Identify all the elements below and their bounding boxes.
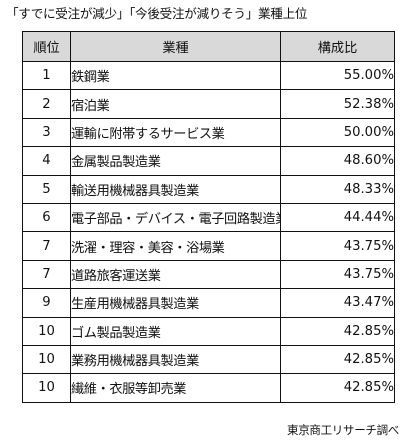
header-rank: 順位 <box>22 31 71 62</box>
table-row: 10 繊維・衣服等卸売業 42.85% <box>22 373 395 403</box>
industry-cell: 宿泊業 <box>70 89 281 119</box>
table-row: 7 洗濯・理容・美容・浴場業 43.75% <box>22 231 395 261</box>
table-row: 4 金属製品製造業 48.60% <box>22 146 395 176</box>
table-row: 10 ゴム製品製造業 42.85% <box>22 316 395 346</box>
ratio-cell: 44.44% <box>280 202 395 233</box>
industry-cell: 輸送用機械器具製造業 <box>70 174 281 204</box>
ratio-cell: 52.38% <box>280 89 395 119</box>
industry-cell: 生産用機械器具製造業 <box>70 288 281 318</box>
ratio-cell: 43.47% <box>280 288 395 318</box>
industry-cell: 金属製品製造業 <box>70 146 281 176</box>
ratio-cell: 48.60% <box>280 146 395 176</box>
header-ratio: 構成比 <box>280 31 395 62</box>
industry-cell: 洗濯・理容・美容・浴場業 <box>70 231 281 261</box>
ranking-table: 順位 業種 構成比 1 鉄鋼業 55.00% 2 宿泊業 52.38% 3 運輸に附帯するサー… <box>22 31 395 403</box>
industry-cell: 運輸に附帯するサービス業 <box>70 117 281 148</box>
source-note: 東京商工リサーチ調べ <box>287 423 399 437</box>
table-row: 10 業務用機械器具製造業 42.85% <box>22 344 395 375</box>
ratio-cell: 48.33% <box>280 174 395 204</box>
table-row: 7 道路旅客運送業 43.75% <box>22 259 395 290</box>
ratio-cell: 55.00% <box>280 60 395 91</box>
rank-cell: 7 <box>22 231 71 261</box>
rank-cell: 5 <box>22 174 71 204</box>
rank-cell: 10 <box>22 344 71 375</box>
industry-cell: 鉄鋼業 <box>70 60 281 91</box>
table-row: 6 電子部品・デバイス・電子回路製造業 44.44% <box>22 202 395 233</box>
table-title: 「すでに受注が減少」「今後受注が減りそう」業種上位 <box>6 6 308 21</box>
industry-cell: 道路旅客運送業 <box>70 259 281 290</box>
rank-cell: 9 <box>22 288 71 318</box>
ratio-cell: 43.75% <box>280 259 395 290</box>
rank-cell: 7 <box>22 259 71 290</box>
industry-cell: 繊維・衣服等卸売業 <box>70 373 281 403</box>
header-industry: 業種 <box>70 31 281 62</box>
industry-cell: 業務用機械器具製造業 <box>70 344 281 375</box>
table-body: 1 鉄鋼業 55.00% 2 宿泊業 52.38% 3 運輸に附帯するサービス業 50.00% 4… <box>22 60 395 403</box>
rank-cell: 10 <box>22 373 71 403</box>
ratio-cell: 42.85% <box>280 344 395 375</box>
rank-cell: 10 <box>22 316 71 346</box>
ratio-cell: 42.85% <box>280 316 395 346</box>
ratio-cell: 50.00% <box>280 117 395 148</box>
table-row: 3 運輸に附帯するサービス業 50.00% <box>22 117 395 148</box>
rank-cell: 1 <box>22 60 71 91</box>
table-row: 2 宿泊業 52.38% <box>22 89 395 119</box>
rank-cell: 6 <box>22 202 71 233</box>
table-row: 9 生産用機械器具製造業 43.47% <box>22 288 395 318</box>
header-row: 順位 業種 構成比 <box>22 31 395 62</box>
table-row: 1 鉄鋼業 55.00% <box>22 60 395 91</box>
table-row: 5 輸送用機械器具製造業 48.33% <box>22 174 395 204</box>
ratio-cell: 42.85% <box>280 373 395 403</box>
ratio-cell: 43.75% <box>280 231 395 261</box>
industry-cell: ゴム製品製造業 <box>70 316 281 346</box>
rank-cell: 4 <box>22 146 71 176</box>
industry-cell: 電子部品・デバイス・電子回路製造業 <box>70 202 281 233</box>
rank-cell: 2 <box>22 89 71 119</box>
rank-cell: 3 <box>22 117 71 148</box>
